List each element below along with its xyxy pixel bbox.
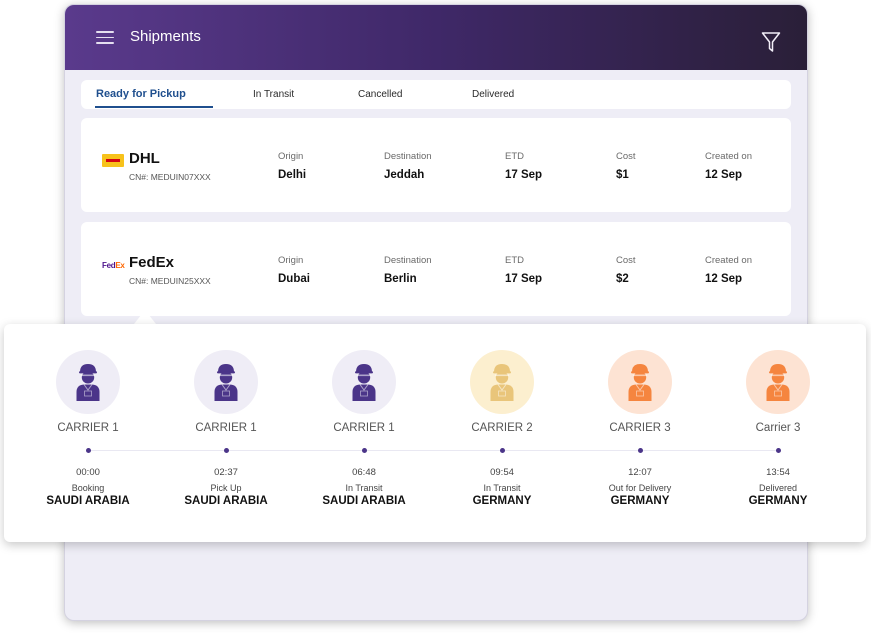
dhl-logo — [102, 154, 124, 167]
timeline-dot — [361, 448, 367, 453]
cost-label: Cost — [616, 151, 636, 162]
created-value: 12 Sep — [705, 273, 743, 285]
step-status: In Transit — [483, 483, 521, 493]
origin-label: Origin — [278, 255, 304, 266]
filter-icon[interactable] — [761, 31, 781, 53]
popover-pointer — [134, 310, 156, 324]
fedex-logo-fed: Fed — [102, 261, 116, 270]
step-time: 06:48 — [352, 467, 376, 478]
step-carrier-label: CARRIER 1 — [57, 422, 119, 434]
cost-value: $2 — [616, 273, 629, 285]
shipment-card[interactable]: FedEx FedEx CN#: MEDUIN25XXX Origin Duba… — [81, 222, 791, 316]
step-time: 13:54 — [766, 467, 790, 478]
step-time: 02:37 — [214, 467, 238, 478]
consignment-number: CN#: MEDUIN07XXX — [129, 172, 211, 182]
step-country: GERMANY — [748, 495, 808, 507]
step-time: 09:54 — [490, 467, 514, 478]
tab-delivered[interactable]: Delivered — [472, 89, 515, 100]
tab-ready-for-pickup[interactable]: Ready for Pickup — [96, 88, 186, 100]
step-carrier-label: CARRIER 1 — [195, 422, 257, 434]
step-status: Out for Delivery — [608, 483, 672, 493]
status-tabs: Ready for Pickup In Transit Cancelled De… — [81, 80, 791, 109]
step-country: GERMANY — [472, 495, 532, 507]
step-time: 00:00 — [76, 467, 100, 478]
step-carrier-label: CARRIER 2 — [471, 422, 533, 434]
timeline-dot — [637, 448, 643, 453]
shipment-card[interactable]: DHL CN#: MEDUIN07XXX Origin Delhi Destin… — [81, 118, 791, 212]
carrier-avatar — [608, 350, 672, 414]
etd-label: ETD — [505, 255, 524, 266]
timeline-dot — [775, 448, 781, 453]
created-label: Created on — [705, 255, 753, 266]
page-title: Shipments — [130, 28, 201, 45]
step-country: SAUDI ARABIA — [46, 495, 130, 507]
step-carrier-label: Carrier 3 — [755, 422, 801, 434]
timeline-line — [88, 450, 778, 451]
created-label: Created on — [705, 151, 753, 162]
cost-value: $1 — [616, 169, 629, 181]
destination-label: Destination — [384, 151, 432, 162]
step-country: GERMANY — [610, 495, 670, 507]
created-value: 12 Sep — [705, 169, 743, 181]
hamburger-icon[interactable] — [96, 31, 114, 44]
courier-icon — [490, 364, 514, 401]
app-header: Shipments — [65, 5, 807, 70]
tracking-timeline: CARRIER 1 00:00 Booking SAUDI ARABIA CARRIER… — [4, 324, 866, 542]
step-carrier-label: CARRIER 3 — [609, 422, 671, 434]
fedex-logo: FedEx — [102, 261, 125, 270]
step-country: SAUDI ARABIA — [184, 495, 268, 507]
carrier-avatar — [194, 350, 258, 414]
carrier-name: FedEx — [129, 254, 175, 271]
timeline-dot — [223, 448, 229, 453]
etd-value: 17 Sep — [505, 273, 543, 285]
tab-in-transit[interactable]: In Transit — [253, 89, 295, 100]
etd-value: 17 Sep — [505, 169, 543, 181]
step-status: Booking — [71, 483, 105, 493]
courier-icon — [76, 364, 100, 401]
step-status: In Transit — [345, 483, 383, 493]
carrier-name: DHL — [129, 150, 160, 167]
carrier-avatar — [746, 350, 810, 414]
carrier-avatar — [56, 350, 120, 414]
step-country: SAUDI ARABIA — [322, 495, 406, 507]
origin-value: Dubai — [278, 273, 310, 285]
carrier-avatar — [470, 350, 534, 414]
destination-value: Jeddah — [384, 169, 425, 181]
step-carrier-label: CARRIER 1 — [333, 422, 395, 434]
carrier-avatar — [332, 350, 396, 414]
step-status: Delivered — [758, 483, 798, 493]
consignment-number: CN#: MEDUIN25XXX — [129, 276, 211, 286]
timeline-dot — [85, 448, 91, 453]
cost-label: Cost — [616, 255, 636, 266]
destination-value: Berlin — [384, 273, 417, 285]
courier-icon — [766, 364, 790, 401]
active-tab-indicator — [95, 106, 213, 108]
courier-icon — [628, 364, 652, 401]
courier-icon — [214, 364, 238, 401]
destination-label: Destination — [384, 255, 432, 266]
tab-cancelled[interactable]: Cancelled — [358, 89, 403, 100]
courier-icon — [352, 364, 376, 401]
origin-value: Delhi — [278, 169, 307, 181]
origin-label: Origin — [278, 151, 304, 162]
step-time: 12:07 — [628, 467, 652, 478]
fedex-logo-ex: Ex — [115, 261, 125, 270]
timeline-dot — [499, 448, 505, 453]
step-status: Pick Up — [210, 483, 242, 493]
etd-label: ETD — [505, 151, 524, 162]
